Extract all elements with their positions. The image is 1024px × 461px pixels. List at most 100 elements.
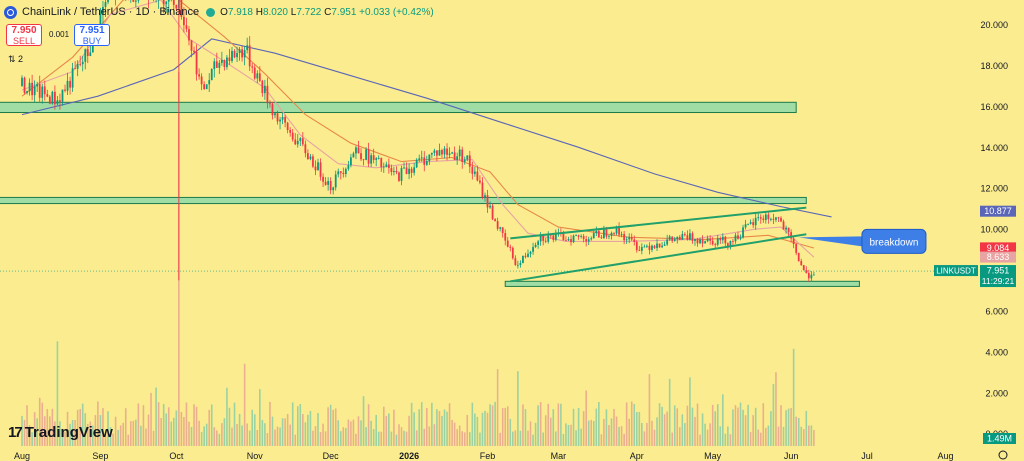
candle-body xyxy=(362,159,365,161)
sell-button[interactable]: 7.950 SELL xyxy=(6,24,42,46)
volume-bar xyxy=(679,427,681,446)
candle-body xyxy=(691,233,694,241)
volume-bar xyxy=(49,416,51,446)
candle-body xyxy=(775,217,777,220)
volume-bar xyxy=(765,427,767,446)
candle-body xyxy=(795,244,798,253)
volume-bar xyxy=(375,414,377,446)
candle-body xyxy=(433,150,436,153)
price-tick-label: 18.000 xyxy=(980,61,1008,71)
candle-body xyxy=(716,238,719,245)
candle-body xyxy=(792,238,795,245)
volume-bar xyxy=(231,427,233,446)
candle-body xyxy=(663,244,666,246)
volume-bar xyxy=(380,431,383,446)
candle-body xyxy=(759,217,762,219)
volume-axis-label-bg xyxy=(983,433,1016,444)
candle-body xyxy=(372,155,375,160)
candle-body xyxy=(102,6,104,15)
volume-bar xyxy=(555,431,557,446)
volume-bar xyxy=(238,413,241,446)
candle-body xyxy=(306,153,309,160)
candle-body xyxy=(582,236,585,240)
volume-bar xyxy=(633,403,636,446)
volume-bar xyxy=(739,402,742,446)
volume-bar xyxy=(208,409,211,446)
candle-body xyxy=(719,238,722,241)
candle-body xyxy=(390,167,393,172)
volume-bar xyxy=(524,409,527,446)
volume-bar xyxy=(279,427,281,446)
candle-body xyxy=(241,49,244,58)
volume-bar xyxy=(580,428,582,446)
time-tick-label: Mar xyxy=(551,451,567,461)
volume-bar xyxy=(145,428,147,446)
order-quantity[interactable]: ⇅ 2 xyxy=(8,54,24,64)
candle-body xyxy=(236,52,238,58)
candle-body xyxy=(539,236,542,242)
candle-body xyxy=(33,86,36,96)
candle-body xyxy=(243,50,246,58)
volume-bar xyxy=(332,409,334,446)
volume-bar xyxy=(243,363,246,446)
breakdown-callout-box xyxy=(861,228,927,254)
volume-bar xyxy=(347,419,350,446)
volume-bar xyxy=(752,415,754,446)
candle-body xyxy=(785,227,787,230)
candle-body xyxy=(188,29,190,41)
price-axis-label-bg xyxy=(980,205,1016,217)
volume-bar xyxy=(648,374,651,446)
volume-bar xyxy=(31,432,33,446)
volume-bar xyxy=(630,401,633,446)
candle-body xyxy=(797,252,800,262)
candle-body xyxy=(777,217,780,219)
tradingview-logo[interactable]: 17 TradingView xyxy=(8,422,113,442)
volume-bar xyxy=(625,402,628,446)
volume-bar xyxy=(481,412,484,446)
volume-bar xyxy=(274,429,276,446)
volume-bar xyxy=(800,426,803,446)
volume-bar xyxy=(370,420,372,446)
volume-bar xyxy=(329,404,332,446)
volume-bar xyxy=(59,421,61,446)
candle-body xyxy=(344,168,347,175)
candle-body xyxy=(790,232,793,239)
volume-bar xyxy=(603,418,605,446)
candle-body xyxy=(618,226,620,235)
candle-body xyxy=(653,245,656,249)
volume-bar xyxy=(393,409,395,446)
candle-body xyxy=(269,103,271,105)
candle-body xyxy=(527,253,529,257)
volume-bar xyxy=(259,389,261,446)
volume-bar xyxy=(276,426,279,446)
buy-button[interactable]: 7.951 BUY xyxy=(74,24,110,46)
candle-body xyxy=(79,63,82,65)
volume-bar xyxy=(557,403,560,446)
candle-body xyxy=(51,91,54,104)
volume-bar xyxy=(810,425,813,446)
volume-bar xyxy=(474,413,476,446)
candle-body xyxy=(742,227,744,238)
candle-body xyxy=(782,221,785,230)
volume-bar xyxy=(552,409,555,446)
candle-body xyxy=(380,157,383,168)
time-tick-label: Jul xyxy=(861,451,873,461)
volume-bar xyxy=(539,402,542,446)
candle-body xyxy=(86,49,89,56)
volume-bar xyxy=(334,408,337,446)
candle-body xyxy=(296,140,299,145)
volume-bar xyxy=(613,408,615,446)
candle-body xyxy=(319,162,322,177)
market-open-dot-icon xyxy=(206,7,216,17)
candle-body xyxy=(342,172,345,175)
candle-body xyxy=(504,233,507,241)
volume-bar xyxy=(461,431,464,446)
candle-body xyxy=(656,243,658,249)
candle-body xyxy=(537,241,540,245)
symbol-title[interactable]: ChainLink / TetherUS · 1D · Binance xyxy=(22,6,200,18)
volume-bar xyxy=(84,413,87,446)
candle-body xyxy=(767,214,770,220)
volume-bar xyxy=(213,427,216,446)
candle-body xyxy=(529,251,532,254)
